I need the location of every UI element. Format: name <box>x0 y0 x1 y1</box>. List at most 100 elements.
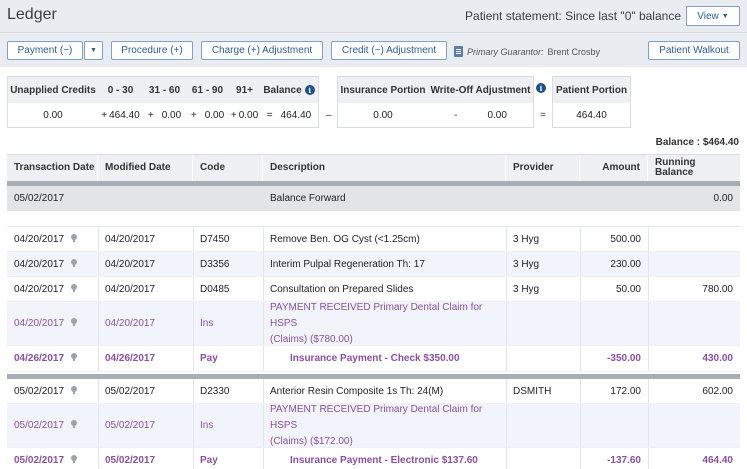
table-row[interactable]: 04/20/2017 04/20/2017 Ins PAYMENT RECEIVED … <box>7 302 740 346</box>
table-row[interactable]: 04/20/2017 04/20/2017 D7450 Remove Ben. OG … <box>7 227 740 252</box>
column-divider <box>506 448 507 469</box>
payment-button[interactable]: Payment (−) <box>7 41 83 60</box>
col-provider[interactable]: Provider <box>506 155 580 181</box>
row-modified-date: 04/20/2017 <box>105 258 156 270</box>
table-row[interactable]: 04/20/2017 04/20/2017 D3356 Interim Pulpal … <box>7 252 740 277</box>
row-amount: 500.00 <box>610 233 641 245</box>
col-code[interactable]: Code <box>193 155 263 181</box>
document-icon[interactable] <box>454 46 463 57</box>
row-running-balance: 0.00 <box>713 193 733 204</box>
row-description: Consultation on Prepared Slides <box>270 283 414 295</box>
pin-icon[interactable] <box>71 318 78 326</box>
patient-walkout-button[interactable]: Patient Walkout <box>648 41 740 60</box>
column-divider <box>580 448 581 469</box>
aging-61-90-amount: 0.00 <box>204 110 225 121</box>
plus-operator: + <box>147 110 154 121</box>
credit-adjustment-button[interactable]: Credit (−) Adjustment <box>331 41 447 60</box>
pin-icon[interactable] <box>71 233 78 242</box>
column-divider <box>580 277 581 301</box>
plus-operator: + <box>230 110 237 121</box>
row-code: Ins <box>200 420 214 431</box>
column-divider <box>506 346 507 371</box>
row-amount: -137.60 <box>607 455 641 466</box>
row-modified-date: 04/20/2017 <box>105 233 156 245</box>
column-divider <box>98 302 99 345</box>
payment-dropdown-button[interactable]: ▼ <box>84 41 103 60</box>
writeoff-amount: 0.00 <box>487 110 507 121</box>
table-row[interactable]: 05/02/2017 05/02/2017 Ins PAYMENT RECEIVED … <box>7 404 740 448</box>
charge-adjustment-button[interactable]: Charge (+) Adjustment <box>201 41 323 60</box>
row-code: Pay <box>200 455 218 466</box>
insurance-summary: Insurance Portion Write-Off Adjustment 0… <box>337 76 534 128</box>
patient-portion-value: 464.40 <box>576 110 607 121</box>
insurance-portion-value: 0.00 <box>373 110 393 121</box>
column-divider <box>98 379 99 403</box>
table-header: Transaction Date Modified Date Code Desc… <box>7 154 740 181</box>
writeoff-adjustment-value: - 0.00 <box>428 103 533 128</box>
transaction-date-text: 04/20/2017 <box>14 318 65 329</box>
column-divider <box>580 227 581 251</box>
col-modified-date[interactable]: Modified Date <box>98 155 193 181</box>
column-divider <box>648 302 649 345</box>
procedure-button[interactable]: Procedure (+) <box>111 41 193 60</box>
pin-icon[interactable] <box>71 283 78 292</box>
pin-icon[interactable] <box>71 385 78 394</box>
row-description: PAYMENT RECEIVED Primary Dental Claim fo… <box>263 402 506 450</box>
row-code: D2330 <box>200 385 230 397</box>
row-provider: 3 Hyg <box>513 258 540 270</box>
info-icon[interactable]: i <box>536 83 546 93</box>
balance-forward-row[interactable]: 05/02/2017 Balance Forward 0.00 <box>7 186 740 211</box>
aging-31-60-value: + 0.00 <box>143 103 186 128</box>
pin-icon[interactable] <box>71 455 78 463</box>
row-provider: 3 Hyg <box>513 283 540 295</box>
pin-icon[interactable] <box>71 420 78 428</box>
statement-label: Patient statement: Since last "0" balanc… <box>465 9 681 23</box>
row-running-balance: 464.40 <box>702 455 733 466</box>
row-transaction-date: 05/02/2017 <box>7 420 98 431</box>
equals-operator: = <box>266 110 273 121</box>
col-running-balance[interactable]: Running Balance <box>655 157 696 178</box>
row-description: Insurance Payment - Check $350.00 <box>290 353 460 364</box>
row-running-balance: 780.00 <box>702 283 733 295</box>
col-amount[interactable]: Amount <box>580 155 648 181</box>
transaction-date-text: 04/20/2017 <box>14 233 65 245</box>
ledger-table: Transaction Date Modified Date Code Desc… <box>7 154 740 469</box>
column-divider <box>506 379 507 403</box>
table-row[interactable]: 05/02/2017 05/02/2017 D2330 Anterior Resin … <box>7 379 740 404</box>
table-row[interactable]: 04/20/2017 04/20/2017 D0485 Consultation on… <box>7 277 740 302</box>
table-row[interactable]: 04/26/2017 04/26/2017 Pay Insurance Payment… <box>7 346 740 372</box>
column-divider <box>98 346 99 371</box>
row-code: D3356 <box>200 258 230 270</box>
column-divider <box>193 252 194 276</box>
view-dropdown-button[interactable]: View ▼ <box>686 6 740 26</box>
pin-icon[interactable] <box>71 353 78 361</box>
table-row[interactable]: 05/02/2017 05/02/2017 Pay Insurance Payment… <box>7 448 740 469</box>
patient-portion-summary: Patient Portion 464.40 <box>552 76 631 128</box>
col-transaction-date[interactable]: Transaction Date <box>7 155 98 181</box>
guarantor-name: Brent Crosby <box>547 46 601 57</box>
description-line: PAYMENT RECEIVED Primary Dental Claim fo… <box>270 301 483 329</box>
ledger-group-1: 04/20/2017 04/20/2017 D7450 Remove Ben. OG … <box>7 226 740 372</box>
row-transaction-date: 04/20/2017 <box>7 283 98 295</box>
column-divider <box>506 404 507 447</box>
pin-icon[interactable] <box>71 258 78 267</box>
patient-portion-header: Patient Portion <box>555 84 628 96</box>
row-transaction-date: 04/20/2017 <box>7 318 98 329</box>
col-description[interactable]: Description <box>263 155 506 181</box>
column-divider <box>193 448 194 469</box>
column-divider <box>193 379 194 403</box>
writeoff-adjustment-header: Write-Off Adjustment <box>430 84 531 96</box>
aging-0-30-amount: 464.40 <box>109 110 140 121</box>
aging-31-60-amount: 0.00 <box>161 110 182 121</box>
ledger-group-2: 05/02/2017 05/02/2017 D2330 Anterior Resin … <box>7 379 740 469</box>
row-amount: 172.00 <box>610 385 641 397</box>
balance-total: Balance : $464.40 <box>655 137 739 148</box>
column-divider <box>98 252 99 276</box>
column-divider <box>98 448 99 469</box>
column-divider <box>648 379 649 403</box>
column-divider <box>580 379 581 403</box>
aging-summary: Unapplied Credits 0 - 30 31 - 60 61 - 90… <box>7 76 319 128</box>
view-label: View <box>697 10 719 22</box>
row-amount: -350.00 <box>607 353 641 364</box>
info-icon[interactable]: i <box>304 85 315 95</box>
